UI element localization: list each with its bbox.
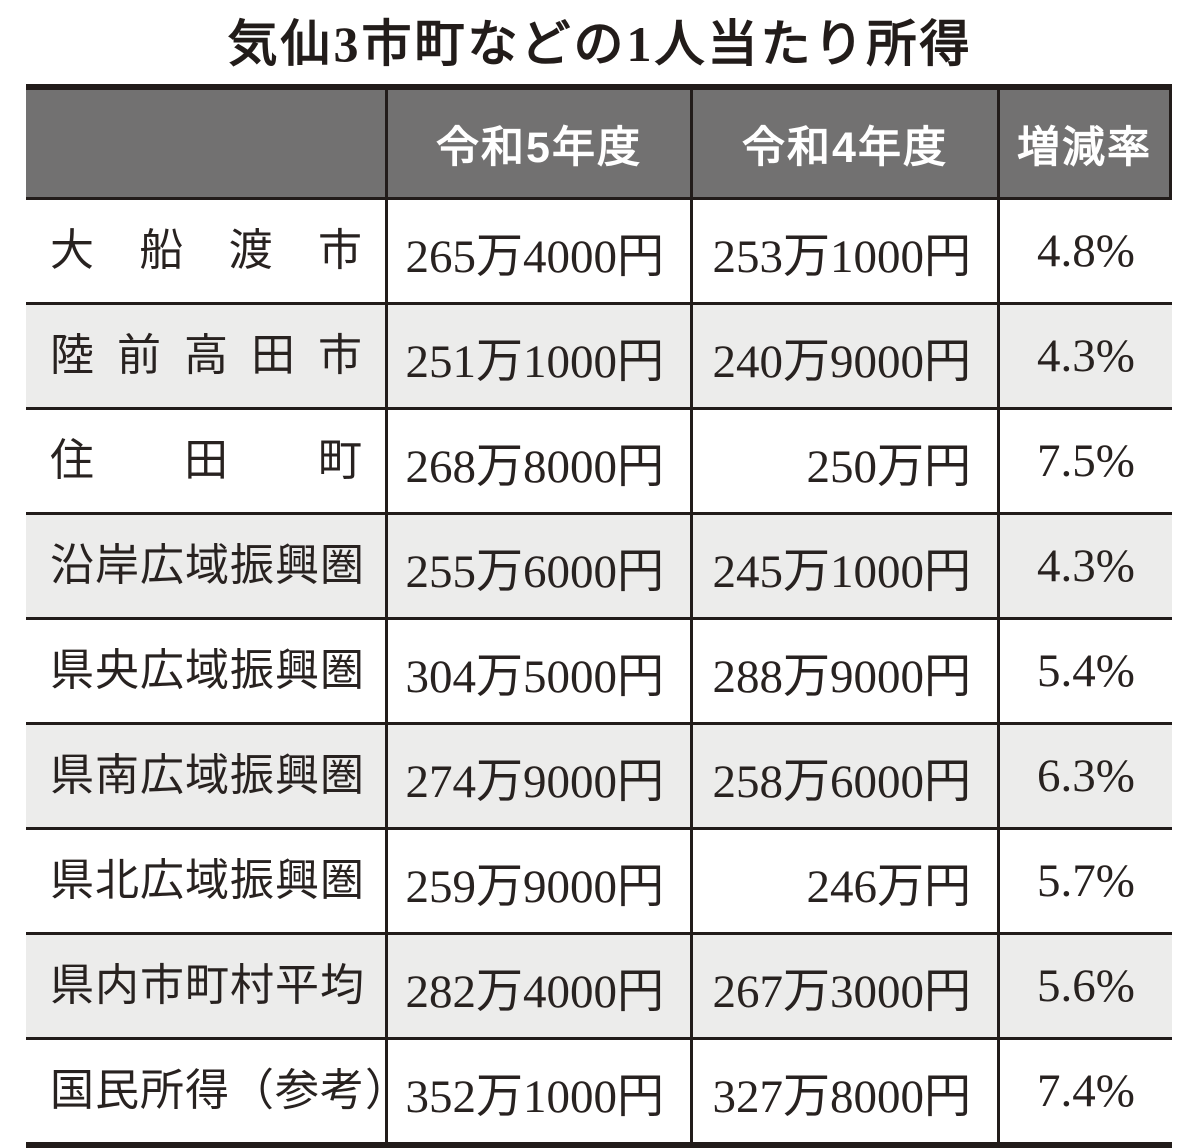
table-row: 国民所得（参考） 352万1000円 327万8000円 7.4% [26, 1037, 1172, 1142]
rate-cell: 5.7% [997, 830, 1172, 932]
rate-cell: 7.5% [997, 410, 1172, 512]
reiwa5-value-cell: 255万6000円 [385, 515, 690, 617]
region-cell: 住田町 [50, 436, 363, 485]
reiwa4-value-cell: 245万1000円 [690, 515, 997, 617]
reiwa5-value-cell: 352万1000円 [385, 1040, 690, 1142]
table-row: 県内市町村平均 282万4000円 267万3000円 5.6% [26, 932, 1172, 1037]
reiwa4-value-cell: 246万円 [690, 830, 997, 932]
reiwa4-value-cell: 258万6000円 [690, 725, 997, 827]
header-cell-rate: 増減率 [997, 90, 1172, 197]
region-cell: 陸前高田市 [50, 331, 363, 380]
table-row: 県北広域振興圏 259万9000円 246万円 5.7% [26, 827, 1172, 932]
rate-cell: 4.3% [997, 305, 1172, 407]
reiwa4-value-cell: 240万9000円 [690, 305, 997, 407]
page-title: 気仙3市町などの1人当たり所得 [227, 16, 973, 72]
rate-cell: 5.4% [997, 620, 1172, 722]
table-row: 大船渡市 265万4000円 253万1000円 4.8% [26, 197, 1172, 302]
reiwa4-value-cell: 267万3000円 [690, 935, 997, 1037]
reiwa5-value-cell: 304万5000円 [385, 620, 690, 722]
reiwa5-value-cell: 274万9000円 [385, 725, 690, 827]
rate-cell: 5.6% [997, 935, 1172, 1037]
region-cell: 県北広域振興圏 [50, 856, 365, 905]
reiwa4-value-cell: 250万円 [690, 410, 997, 512]
table-row: 住田町 268万8000円 250万円 7.5% [26, 407, 1172, 512]
reiwa4-value-cell: 327万8000円 [690, 1040, 997, 1142]
region-cell: 県内市町村平均 [50, 961, 365, 1010]
region-cell: 大船渡市 [50, 226, 363, 275]
table-row: 沿岸広域振興圏 255万6000円 245万1000円 4.3% [26, 512, 1172, 617]
table-row: 県南広域振興圏 274万9000円 258万6000円 6.3% [26, 722, 1172, 827]
table-row: 県央広域振興圏 304万5000円 288万9000円 5.4% [26, 617, 1172, 722]
reiwa4-value-cell: 288万9000円 [690, 620, 997, 722]
reiwa5-value-cell: 265万4000円 [385, 200, 690, 302]
reiwa5-value-cell: 268万8000円 [385, 410, 690, 512]
region-cell: 国民所得（参考） [50, 1066, 385, 1115]
region-cell: 県央広域振興圏 [50, 646, 365, 695]
table-header-row: 令和5年度 令和4年度 増減率 [26, 90, 1172, 197]
rate-cell: 4.3% [997, 515, 1172, 617]
rate-cell: 4.8% [997, 200, 1172, 302]
rate-cell: 6.3% [997, 725, 1172, 827]
reiwa4-value-cell: 253万1000円 [690, 200, 997, 302]
header-cell-reiwa5: 令和5年度 [385, 90, 690, 197]
reiwa5-value-cell: 282万4000円 [385, 935, 690, 1037]
header-cell-reiwa4: 令和4年度 [690, 90, 997, 197]
rate-cell: 7.4% [997, 1040, 1172, 1142]
region-cell: 沿岸広域振興圏 [50, 541, 365, 590]
income-table: 令和5年度 令和4年度 増減率 大船渡市 265万4000円 253万1000円… [26, 84, 1172, 1148]
page: 気仙3市町などの1人当たり所得 令和5年度 令和4年度 増減率 大船渡市 265… [0, 4, 1200, 1148]
reiwa5-value-cell: 251万1000円 [385, 305, 690, 407]
reiwa5-value-cell: 259万9000円 [385, 830, 690, 932]
table-row: 陸前高田市 251万1000円 240万9000円 4.3% [26, 302, 1172, 407]
region-cell: 県南広域振興圏 [50, 751, 365, 800]
header-cell-region [26, 90, 385, 197]
